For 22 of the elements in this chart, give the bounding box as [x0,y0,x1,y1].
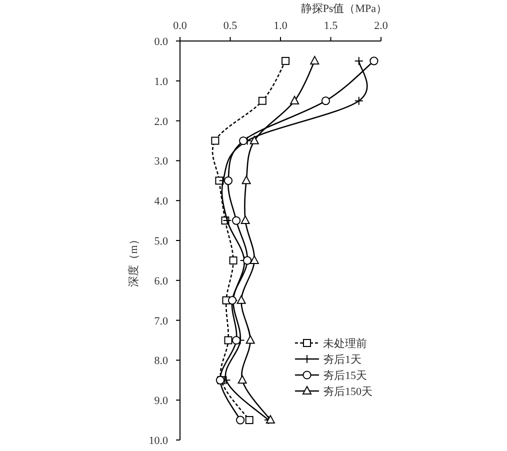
x-tick-label: 1.0 [274,20,288,32]
y-tick-label: 6.0 [154,275,168,288]
legend-label: 未处理前 [323,337,367,350]
x-tick-label: 0.0 [173,20,188,32]
y-axis-title: 深度（m） [127,234,140,287]
y-tick-label: 5.0 [154,236,168,248]
x-tick-label: 1.5 [324,20,338,32]
legend-label: 夯后150天 [323,385,372,398]
y-tick-label: 0.0 [154,36,168,48]
y-tick-label: 2.0 [154,116,168,128]
x-tick-label: 2.0 [374,20,388,32]
x-axis-title: 静探Ps值（MPa） [300,3,387,15]
x-tick-label: 0.5 [223,20,238,32]
y-tick-label: 9.0 [154,395,168,408]
y-tick-label: 3.0 [154,156,168,168]
y-tick-label: 4.0 [154,196,168,208]
y-tick-label: 8.0 [154,355,168,368]
y-tick-label: 7.0 [154,315,168,328]
y-tick-label: 1.0 [154,76,168,88]
legend-label: 夯后15天 [323,369,367,382]
legend-label: 夯后1天 [323,353,362,366]
y-tick-label: 10.0 [148,435,168,447]
